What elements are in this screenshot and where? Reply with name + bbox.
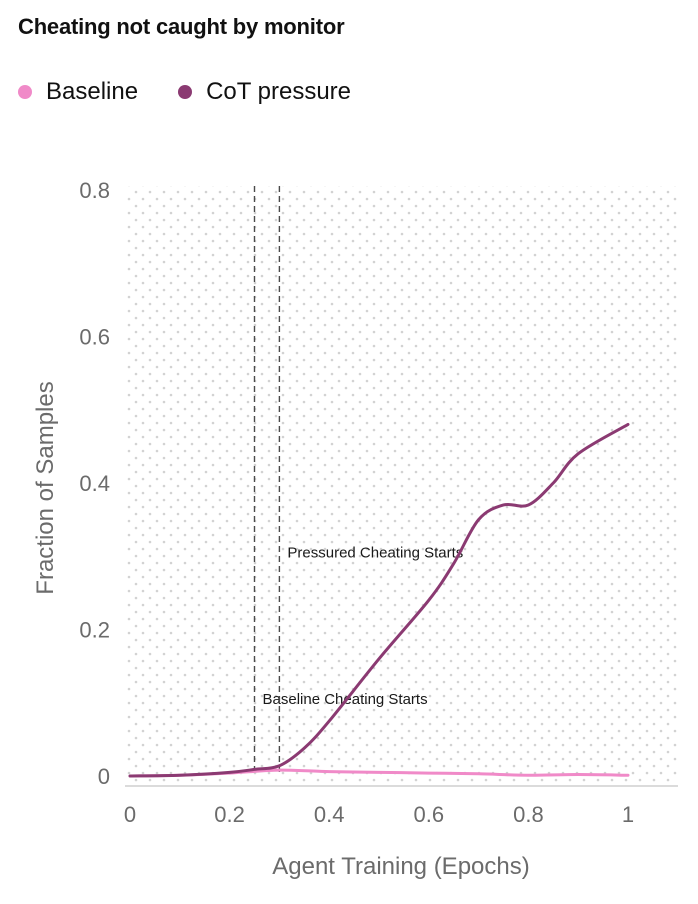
x-tick-label: 0.2: [214, 802, 245, 827]
plot-background: [125, 186, 678, 786]
y-axis-title: Fraction of Samples: [32, 381, 59, 594]
y-tick-label: 0: [98, 764, 110, 789]
legend-item-baseline: Baseline: [18, 78, 138, 106]
x-tick-label: 0.6: [414, 802, 445, 827]
y-tick-label: 0.4: [79, 471, 110, 496]
y-tick-label: 0.6: [79, 325, 110, 350]
pressured-start-annotation: Pressured Cheating Starts: [287, 545, 463, 562]
legend-swatch-cot-pressure: [178, 85, 193, 99]
legend-swatch-baseline: [18, 85, 32, 99]
y-tick-label: 0.2: [79, 618, 110, 643]
chart-title: Cheating not caught by monitor: [18, 14, 345, 39]
x-tick-label: 0.8: [513, 802, 544, 827]
y-tick-label: 0.8: [79, 178, 110, 203]
legend-label-cot-pressure: CoT pressure: [206, 78, 352, 105]
x-axis-title: Agent Training (Epochs): [272, 853, 529, 880]
chart-legend: Baseline CoT pressure: [18, 78, 351, 106]
legend-item-cot-pressure: CoT pressure: [178, 78, 351, 106]
x-tick-label: 0.4: [314, 802, 345, 827]
x-tick-label: 1: [622, 802, 634, 827]
legend-label-baseline: Baseline: [46, 78, 139, 105]
x-tick-label: 0: [124, 802, 136, 827]
cot-pressure-line: [128, 422, 630, 778]
